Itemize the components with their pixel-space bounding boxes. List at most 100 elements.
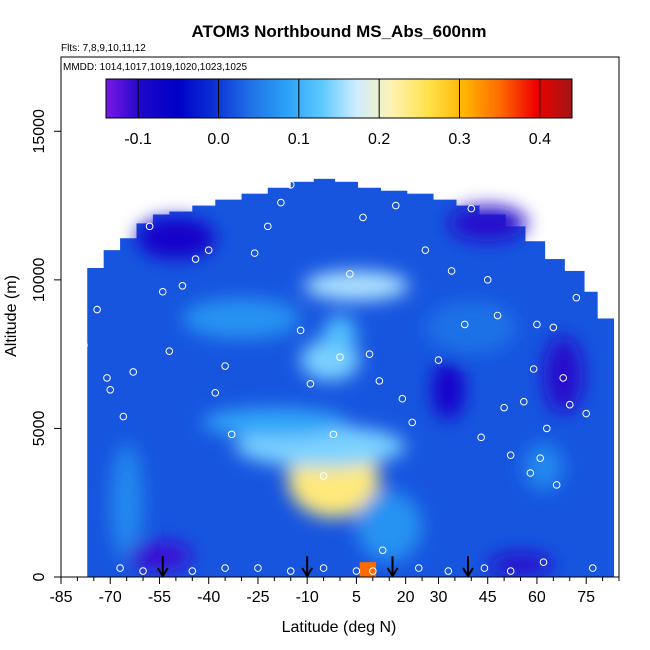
observation-point [191,255,200,263]
y-tick-label: 0 [31,572,48,581]
observation-point [346,270,354,278]
observation-point [145,222,154,231]
heatmap-blob [126,541,193,572]
observation-point [375,377,384,385]
heatmap-blob [523,443,564,491]
observation-point [421,246,430,254]
observation-point [80,341,88,350]
observation-point [477,433,485,442]
observation-point [529,365,538,373]
observation-point [467,204,476,213]
flight-arrow-head [301,567,314,578]
observation-point [329,430,338,439]
heatmap-field [87,178,615,577]
y-axis: 0 5000 10000 15000 [31,109,61,581]
observation-point [359,213,367,222]
observation-point [211,388,220,397]
x-tick-label: 75 [577,589,595,606]
observation-point [549,323,558,332]
observation-point [139,567,147,575]
heatmap-cell [215,199,244,577]
observation-point [526,469,535,477]
heatmap-blob [487,553,554,577]
observation-point [500,403,508,412]
heatmap-blob [448,205,528,242]
heatmap-blob [431,360,465,420]
heatmap-blob [425,300,518,355]
observation-point [204,246,213,254]
observation-point [572,293,581,302]
observation-point [398,394,407,403]
observation-point [106,386,115,394]
heatmap-cell [241,193,270,577]
colorbar-gradient [105,78,573,119]
heatmap-cell [582,291,598,577]
observation-point [408,418,417,427]
observation-point [378,546,387,555]
observation-point [319,564,328,572]
observation-point [480,564,489,572]
x-tick-label: -70 [99,589,122,606]
observation-point [129,368,138,376]
heatmap-cell [87,267,106,577]
observation-point [178,282,187,290]
observation-point [277,198,285,207]
observation-point [559,374,568,382]
flight-arrows [156,556,474,578]
heatmap-cell [169,211,194,577]
observation-point [119,412,128,421]
heatmap-blob [136,217,216,260]
observation-point [286,180,295,189]
dates-subtitle: MMDD: 1014,1017,1019,1020,1023,1025 [63,62,247,73]
observation-point [286,567,295,575]
x-tick-label: 30 [430,589,448,606]
heatmap-blob [182,297,301,340]
observation-point [533,320,541,329]
colorbar-tick-label: 0.1 [288,131,310,148]
observation-point [369,567,377,575]
x-tick-label: -55 [148,589,171,606]
observation-point [520,397,528,406]
chart-title: ATOM3 Northbound MS_Abs_600nm [191,22,486,41]
heatmap-blob [356,490,423,563]
heatmap-blob [202,407,347,438]
colorbar-tick-label: 0.2 [368,131,390,148]
observation-point [506,567,515,575]
observation-point [188,567,197,575]
observation-point [263,222,272,231]
observation-point [447,267,456,275]
observation-point [539,558,548,566]
heatmap-cell [504,226,526,577]
heatmap-cell [543,259,565,577]
y-tick-label: 5000 [31,411,48,447]
observation-point [552,481,561,489]
observation-point [542,424,551,433]
observation-point [250,249,259,257]
heatmap-cell [523,241,546,577]
observation-point [221,362,229,370]
heatmap-cell [290,181,316,577]
x-tick-label: -85 [49,589,72,606]
flight-arrow-head [386,567,399,578]
heatmap-blob [110,443,144,563]
flights-subtitle: Flts: 7,8,9,10,11,12 [61,43,146,54]
y-tick-label: 10000 [31,258,48,303]
observation-point [365,350,374,358]
observation-point [93,305,101,314]
observation-point [158,287,167,296]
observation-point [254,564,262,572]
observation-point [565,400,574,409]
y-tick-label: 15000 [31,109,48,154]
observation-point [483,276,492,284]
x-tick-label: -25 [246,589,269,606]
heatmap-cell [359,562,377,577]
colorbar-tick-label: 0.3 [448,131,470,148]
heatmap-cell [477,214,506,577]
x-tick-label: 45 [479,589,497,606]
observation-point [165,347,174,355]
x-tick-label: -10 [296,589,319,606]
heatmap-cell [563,270,585,577]
observation-point [493,311,502,320]
observation-point [444,567,453,575]
